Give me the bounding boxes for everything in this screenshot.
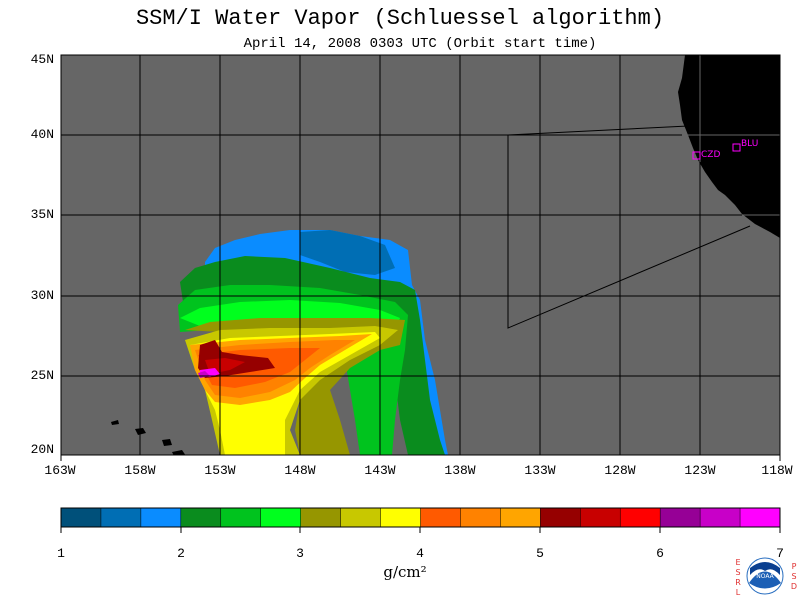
colorbar-swatch <box>100 508 142 527</box>
station-czd-label: CZD <box>701 150 720 160</box>
lon-label-123w: 123W <box>684 463 716 478</box>
station-czd: CZD <box>692 150 720 160</box>
colorbar-label-2: 2 <box>177 546 185 561</box>
colorbar-swatch <box>61 508 102 527</box>
colorbar-swatch <box>140 508 182 527</box>
colorbar-swatch <box>180 508 222 527</box>
land-hawaii-maui <box>162 439 172 446</box>
lon-label-118w: 118W <box>761 463 793 478</box>
lon-label-153w: 153W <box>204 463 236 478</box>
land-hawaii-big <box>172 450 186 455</box>
lon-label-143w: 143W <box>364 463 396 478</box>
colorbar-swatch <box>540 508 581 527</box>
noaa-logo: NOAA <box>746 557 784 595</box>
colorbar-swatch <box>300 508 342 527</box>
water-vapor-swath <box>178 230 448 455</box>
colorbar-swatch <box>460 508 501 527</box>
colorbar-swatch <box>500 508 541 527</box>
axis-ticks <box>60 455 781 461</box>
colorbar-label-1: 1 <box>57 546 65 561</box>
colorbar-ticks <box>60 527 781 533</box>
colorbar-swatch <box>260 508 302 527</box>
colorbar <box>61 508 781 527</box>
colorbar-swatch <box>740 508 781 527</box>
station-blu-label: BLU <box>741 139 758 149</box>
lat-label-30n: 30N <box>30 288 54 303</box>
colorbar-swatch <box>700 508 741 527</box>
lon-label-128w: 128W <box>604 463 636 478</box>
lat-label-20n: 20N <box>30 442 54 457</box>
colorbar-swatch <box>340 508 382 527</box>
graticule <box>61 55 780 455</box>
lat-label-45n: 45N <box>30 52 54 67</box>
lat-label-40n: 40N <box>30 127 54 142</box>
land-hawaii-niihau <box>111 420 119 425</box>
map-frame <box>60 54 781 456</box>
graticule-land <box>682 55 780 216</box>
colorbar-unit: g/cm² <box>383 563 427 581</box>
colorbar-swatch <box>620 508 661 527</box>
domain-outline <box>507 135 751 329</box>
colorbar-swatch <box>580 508 621 527</box>
colorbar-swatch <box>660 508 701 527</box>
lon-label-158w: 158W <box>124 463 156 478</box>
colorbar-label-6: 6 <box>656 546 664 561</box>
land-california <box>678 55 780 238</box>
map-subtitle: April 14, 2008 0303 UTC (Orbit start tim… <box>243 36 597 52</box>
lat-label-35n: 35N <box>30 207 54 222</box>
colorbar-label-5: 5 <box>536 546 544 561</box>
colorbar-swatch <box>220 508 262 527</box>
colorbar-label-3: 3 <box>296 546 304 561</box>
noaa-badge-text: NOAA <box>756 573 774 580</box>
station-blu: BLU <box>732 139 758 152</box>
colorbar-swatch <box>380 508 421 527</box>
lon-label-133w: 133W <box>524 463 556 478</box>
lat-label-25n: 25N <box>30 368 54 383</box>
lon-label-148w: 148W <box>284 463 316 478</box>
colorbar-swatch <box>420 508 461 527</box>
colorbar-label-7: 7 <box>776 546 784 561</box>
colorbar-label-4: 4 <box>416 546 424 561</box>
lon-label-138w: 138W <box>444 463 476 478</box>
lon-label-163w: 163W <box>44 463 76 478</box>
map-title: SSM/I Water Vapor (Schluessel algorithm) <box>135 6 665 31</box>
